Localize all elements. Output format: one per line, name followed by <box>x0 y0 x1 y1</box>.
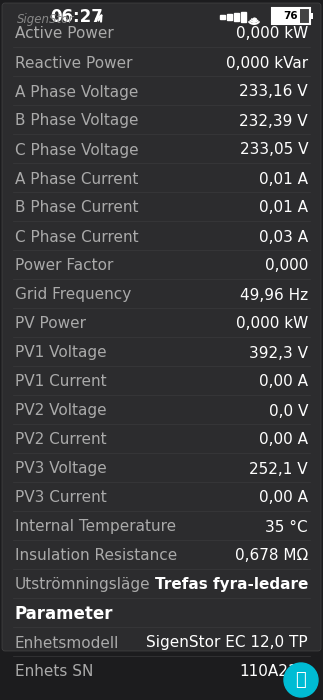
Text: Trefas fyra-ledare: Trefas fyra-ledare <box>155 578 308 592</box>
Text: 110A21C: 110A21C <box>239 664 308 680</box>
Bar <box>310 13 313 19</box>
Text: 76: 76 <box>284 11 298 21</box>
Text: Power Factor: Power Factor <box>15 258 113 274</box>
Text: 233,16 V: 233,16 V <box>239 85 308 99</box>
Text: A Phase Current: A Phase Current <box>15 172 138 186</box>
Text: Insulation Resistance: Insulation Resistance <box>15 549 177 564</box>
Bar <box>220 15 225 19</box>
Text: 0,01 A: 0,01 A <box>259 172 308 186</box>
Text: PV2 Voltage: PV2 Voltage <box>15 403 107 419</box>
Text: A Phase Voltage: A Phase Voltage <box>15 85 138 99</box>
Text: 0,000 kW: 0,000 kW <box>236 316 308 332</box>
Text: Utströmningsläge: Utströmningsläge <box>15 578 151 592</box>
Text: 0,678 MΩ: 0,678 MΩ <box>235 549 308 564</box>
Text: B Phase Current: B Phase Current <box>15 200 139 216</box>
Circle shape <box>284 663 318 697</box>
Text: PV1 Voltage: PV1 Voltage <box>15 346 107 360</box>
Text: PV3 Current: PV3 Current <box>15 491 107 505</box>
Text: 💬: 💬 <box>296 671 307 689</box>
Text: SigenStor EC 12,0 TP: SigenStor EC 12,0 TP <box>146 636 308 650</box>
Text: 0,01 A: 0,01 A <box>259 200 308 216</box>
Text: C Phase Voltage: C Phase Voltage <box>15 143 139 158</box>
Text: 0,0 V: 0,0 V <box>269 403 308 419</box>
Text: 0,000 kW: 0,000 kW <box>236 27 308 41</box>
Text: Reactive Power: Reactive Power <box>15 55 132 71</box>
Text: PV1 Current: PV1 Current <box>15 374 107 389</box>
Text: Enhets SN: Enhets SN <box>15 664 93 680</box>
Text: 06:27: 06:27 <box>50 8 103 26</box>
Text: 0,03 A: 0,03 A <box>259 230 308 244</box>
Text: 233,05 V: 233,05 V <box>239 143 308 158</box>
Text: Grid Frequency: Grid Frequency <box>15 288 131 302</box>
Text: 232,39 V: 232,39 V <box>239 113 308 129</box>
Text: Active Power: Active Power <box>15 27 114 41</box>
Text: 35 °C: 35 °C <box>266 519 308 535</box>
Text: PV2 Current: PV2 Current <box>15 433 107 447</box>
Text: PV3 Voltage: PV3 Voltage <box>15 461 107 477</box>
Text: 0,00 A: 0,00 A <box>259 374 308 389</box>
Text: 392,3 V: 392,3 V <box>249 346 308 360</box>
Bar <box>272 8 310 24</box>
Text: 0,000 kVar: 0,000 kVar <box>226 55 308 71</box>
Text: PV Power: PV Power <box>15 316 86 332</box>
Text: C Phase Current: C Phase Current <box>15 230 139 244</box>
Text: 0,00 A: 0,00 A <box>259 433 308 447</box>
Bar <box>234 13 239 21</box>
Bar <box>273 9 300 23</box>
Bar <box>227 14 232 20</box>
Text: SigenStor: SigenStor <box>17 13 74 25</box>
Text: 0,000: 0,000 <box>265 258 308 274</box>
Text: Parameter: Parameter <box>15 605 113 623</box>
Text: Enhetsmodell: Enhetsmodell <box>15 636 120 650</box>
Text: 49,96 Hz: 49,96 Hz <box>240 288 308 302</box>
Text: Internal Temperature: Internal Temperature <box>15 519 176 535</box>
Text: B Phase Voltage: B Phase Voltage <box>15 113 139 129</box>
Text: 252,1 V: 252,1 V <box>249 461 308 477</box>
Text: 0,00 A: 0,00 A <box>259 491 308 505</box>
FancyBboxPatch shape <box>2 3 321 651</box>
Bar <box>241 12 246 22</box>
